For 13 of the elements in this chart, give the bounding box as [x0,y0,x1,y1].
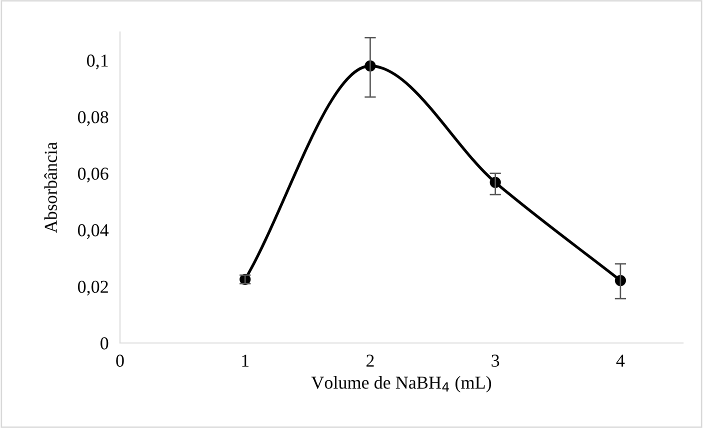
x-axis-title: Volume de NaBH$_{4}$ (mL) [311,376,492,392]
y-tick-label: 0,08 [78,111,108,126]
y-tick-label: 0,04 [78,224,109,239]
y-tick-label: 0,06 [78,168,108,182]
y-axis-title: Absorbância [44,142,57,233]
y-tick-label: 0 [100,337,108,350]
x-tick-label: 1 [242,354,249,367]
y-tick-label: 0,02 [78,280,108,296]
x-tick-label: 2 [366,354,374,367]
x-tick-label: 3 [492,354,500,367]
x-tick-label: 0 [116,354,124,367]
y-tick-label: 0,1 [87,54,108,70]
x-tick-label: 4 [616,354,625,367]
